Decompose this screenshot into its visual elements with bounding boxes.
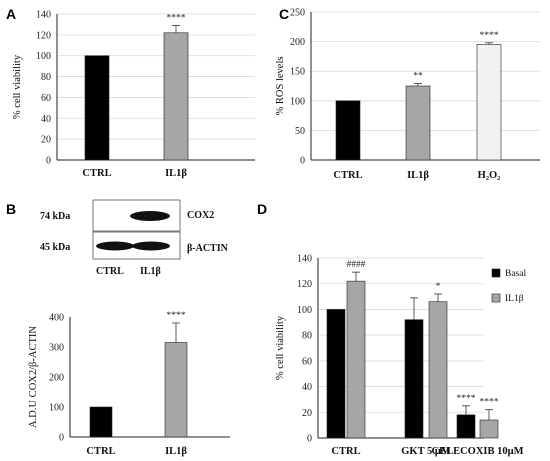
d-bar-il1b-0 bbox=[346, 280, 366, 439]
d-bar-il1b-1-significance: * bbox=[436, 282, 441, 292]
d-legend-swatch-0 bbox=[491, 268, 501, 278]
d-bar-il1b-2-significance: **** bbox=[480, 398, 499, 408]
b-bar-0 bbox=[89, 406, 113, 438]
blot-band-cox2-il1b bbox=[130, 211, 170, 221]
chart-panel-a: 0 20 40 60 80 100 120 140 % cell viability CTRL **… bbox=[12, 10, 255, 179]
a-category-label: IL1β bbox=[165, 168, 187, 179]
d-ytick-label: 100 bbox=[297, 305, 312, 316]
b-category-label: CTRL bbox=[86, 446, 115, 457]
a-y-axis-label: % cell viability bbox=[12, 54, 23, 119]
chart-panel-d: 0 20 40 60 80 100 120 140 % cell viability #### CT… bbox=[275, 254, 526, 458]
d-legend-label-1: IL1β bbox=[505, 294, 524, 304]
a-category-label: CTRL bbox=[82, 168, 111, 179]
b-category-label: IL1β bbox=[165, 446, 187, 457]
b-y-axis-label: A.D.U COX2/β-ACTIN bbox=[28, 326, 39, 428]
d-legend-label-0: Basal bbox=[505, 269, 526, 279]
d-bar-il1b-0-significance: #### bbox=[347, 260, 366, 270]
d-category-label: CTRL bbox=[331, 446, 360, 457]
blot-protein-actin: β-ACTIN bbox=[187, 243, 229, 254]
chart-panel-c: 0 50 100 150 200 250 % ROS levels CTRL ** IL1β ***… bbox=[275, 8, 540, 181]
a-bar-1 bbox=[163, 32, 189, 161]
b-ytick-label: 400 bbox=[49, 313, 64, 324]
d-ytick-label: 120 bbox=[297, 279, 312, 290]
d-category-label: GKT 5 μM bbox=[401, 446, 451, 457]
b-ytick-label: 100 bbox=[49, 403, 64, 414]
a-bar-0 bbox=[84, 55, 110, 161]
d-y-axis-label: % cell viability bbox=[275, 315, 286, 380]
c-y-axis-label: % ROS levels bbox=[275, 57, 286, 116]
blot-band-actin-il1b bbox=[132, 241, 170, 251]
blot-lane-il1b: IL1β bbox=[140, 266, 161, 277]
d-bar-basal-0 bbox=[326, 309, 346, 439]
d-category-label: CELECOXIB 10μM bbox=[431, 446, 523, 457]
d-ytick-label: 60 bbox=[302, 356, 312, 367]
a-ytick-label: 60 bbox=[41, 93, 51, 104]
panel-letter-a: A bbox=[6, 6, 16, 22]
western-blot: 74 kDa 45 kDa COX2 β-ACTIN CTRL IL1β bbox=[40, 199, 229, 277]
d-ytick-label: 40 bbox=[302, 382, 312, 393]
c-bar-1-significance: ** bbox=[413, 72, 423, 82]
a-ytick-label: 0 bbox=[46, 156, 51, 167]
d-ytick-label: 80 bbox=[302, 331, 312, 342]
c-bar-2-significance: **** bbox=[480, 31, 499, 41]
blot-lane-ctrl: CTRL bbox=[96, 266, 124, 277]
a-bar-1-significance: **** bbox=[167, 13, 186, 23]
c-ytick-label: 250 bbox=[290, 8, 305, 19]
c-category-label: H₂O₂ bbox=[478, 170, 501, 181]
blot-marker-74: 74 kDa bbox=[40, 211, 70, 222]
d-legend-swatch-1 bbox=[491, 293, 501, 303]
c-bar-2 bbox=[476, 44, 502, 161]
d-bar-basal-2-significance: **** bbox=[457, 394, 476, 404]
b-ytick-label: 200 bbox=[49, 373, 64, 384]
d-ytick-label: 140 bbox=[297, 254, 312, 265]
b-bar-1-significance: **** bbox=[167, 311, 186, 321]
d-bar-il1b-1 bbox=[428, 301, 448, 439]
b-bar-1 bbox=[164, 342, 188, 438]
c-category-label: CTRL bbox=[333, 170, 362, 181]
d-ytick-label: 20 bbox=[302, 408, 312, 419]
c-bar-0 bbox=[335, 100, 361, 161]
b-ytick-label: 0 bbox=[59, 433, 64, 444]
a-ytick-label: 140 bbox=[36, 10, 51, 21]
d-bar-basal-2 bbox=[456, 414, 476, 439]
c-ytick-label: 200 bbox=[290, 37, 305, 48]
c-ytick-label: 150 bbox=[290, 67, 305, 78]
b-ytick-label: 300 bbox=[49, 343, 64, 354]
d-bar-il1b-2 bbox=[479, 419, 499, 439]
c-ytick-label: 0 bbox=[300, 156, 305, 167]
blot-protein-cox2: COX2 bbox=[187, 210, 214, 221]
c-ytick-label: 50 bbox=[295, 126, 305, 137]
a-ytick-label: 100 bbox=[36, 51, 51, 62]
chart-panel-b: 0 100 200 300 400 A.D.U COX2/β-ACTIN CTRL **** I… bbox=[28, 311, 230, 457]
panel-letter-c: C bbox=[279, 6, 289, 22]
a-ytick-label: 20 bbox=[41, 135, 51, 146]
blot-band-actin-ctrl bbox=[96, 241, 134, 251]
a-ytick-label: 120 bbox=[36, 30, 51, 41]
a-ytick-label: 40 bbox=[41, 114, 51, 125]
d-bar-basal-1 bbox=[404, 319, 424, 439]
c-ytick-label: 100 bbox=[290, 96, 305, 107]
panel-letter-b: B bbox=[6, 201, 16, 217]
c-bar-1 bbox=[405, 85, 431, 161]
a-ytick-label: 80 bbox=[41, 72, 51, 83]
panel-letter-d: D bbox=[257, 201, 267, 217]
d-ytick-label: 0 bbox=[307, 434, 312, 445]
blot-marker-45: 45 kDa bbox=[40, 242, 70, 253]
c-category-label: IL1β bbox=[407, 170, 429, 181]
